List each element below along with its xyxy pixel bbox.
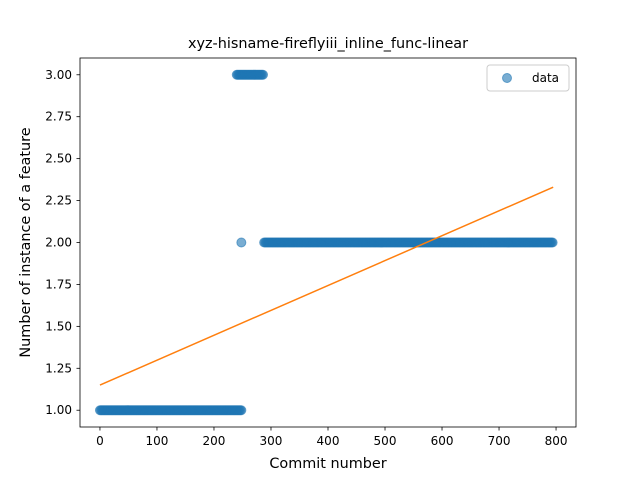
- x-tick-label: 0: [96, 434, 104, 448]
- y-axis: 1.00 1.25 1.50 1.75 2.00 2.25 2.50 2.75 3.00: [45, 68, 80, 417]
- y-axis-label: Number of instance of a feature: [18, 127, 34, 357]
- y-tick-label: 1.50: [45, 319, 72, 333]
- legend: data: [486, 64, 570, 92]
- x-axis: 0 100 200 300 400 500 600 700 800: [96, 427, 567, 448]
- data-point: [547, 237, 558, 248]
- y-tick-label: 2.50: [45, 152, 72, 166]
- legend-label-data: data: [532, 71, 559, 85]
- x-axis-label: Commit number: [269, 456, 386, 472]
- y-tick-label: 2.25: [45, 194, 72, 208]
- x-tick-label: 800: [545, 434, 568, 448]
- chart-title: xyz-hisname-fireflyiii_inline_func-linea…: [188, 36, 468, 52]
- x-tick-label: 400: [317, 434, 340, 448]
- x-tick-label: 300: [260, 434, 283, 448]
- fit-line: [99, 186, 554, 386]
- plot-marks: [94, 69, 558, 416]
- legend-marker-data: [502, 73, 512, 83]
- data-point: [236, 405, 247, 416]
- data-point: [236, 237, 247, 248]
- y-tick-label: 3.00: [45, 68, 72, 82]
- y-tick-label: 1.00: [45, 403, 72, 417]
- data-point: [258, 69, 269, 80]
- y-tick-label: 1.75: [45, 277, 72, 291]
- y-tick-label: 2.00: [45, 236, 72, 250]
- legend-box: [486, 64, 570, 92]
- x-tick-label: 200: [203, 434, 226, 448]
- x-tick-label: 700: [488, 434, 511, 448]
- y-tick-label: 1.25: [45, 361, 72, 375]
- y-tick-label: 2.75: [45, 110, 72, 124]
- x-tick-label: 500: [374, 434, 397, 448]
- x-tick-label: 100: [146, 434, 169, 448]
- x-tick-label: 600: [431, 434, 454, 448]
